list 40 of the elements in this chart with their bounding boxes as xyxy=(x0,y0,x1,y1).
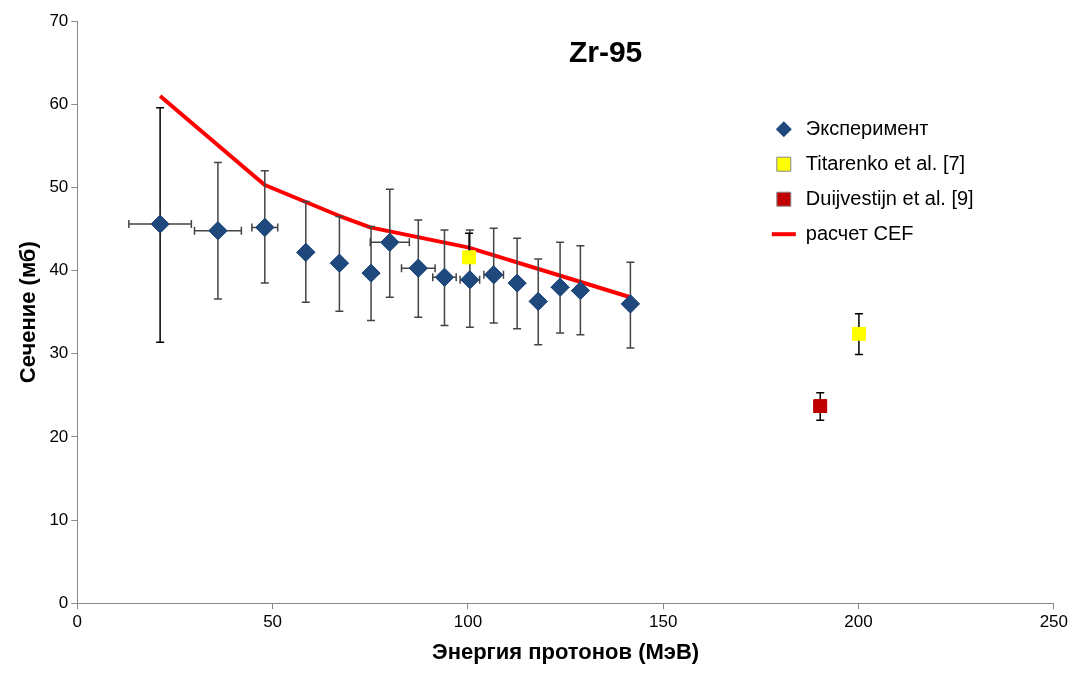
point xyxy=(550,277,570,297)
y-tick-label: 60 xyxy=(49,94,69,114)
point xyxy=(813,399,828,414)
y-tick-label: 30 xyxy=(49,343,69,363)
y-tick-label: 10 xyxy=(49,509,69,529)
x-axis-title: Энергия протонов (МэВ) xyxy=(431,638,700,664)
y-tick-label: 0 xyxy=(58,592,69,612)
point xyxy=(528,291,548,311)
y-tick-label: 20 xyxy=(49,426,69,446)
x-tick-label: 250 xyxy=(1039,612,1069,632)
y-tick-label: 40 xyxy=(49,260,69,280)
point xyxy=(361,263,381,283)
y-tick-label: 70 xyxy=(49,10,69,30)
point xyxy=(408,258,428,278)
point xyxy=(570,281,590,301)
point xyxy=(460,270,480,290)
point xyxy=(484,265,504,285)
point xyxy=(380,232,400,252)
legend-label: Duijvestijn et al. [9] xyxy=(805,186,974,209)
legend-label: расчет CEF xyxy=(805,221,914,244)
point xyxy=(507,273,527,293)
x-tick-label: 100 xyxy=(453,612,483,632)
point xyxy=(150,214,170,234)
x-tick-label: 0 xyxy=(72,612,83,632)
legend-label: Titarenko et al. [7] xyxy=(805,151,966,174)
point xyxy=(434,267,454,287)
y-axis-title: Сечение (мб) xyxy=(15,241,41,384)
point xyxy=(208,221,228,241)
point xyxy=(329,253,349,273)
point xyxy=(296,242,316,262)
point xyxy=(620,294,640,314)
y-tick-label: 50 xyxy=(49,177,69,197)
x-tick-label: 150 xyxy=(649,612,678,632)
x-tick-label: 50 xyxy=(263,612,283,632)
point xyxy=(255,217,275,237)
point xyxy=(852,326,866,341)
legend-label: Эксперимент xyxy=(805,116,929,139)
point xyxy=(462,250,476,265)
x-tick-label: 200 xyxy=(844,612,873,632)
text: Zr-95 xyxy=(568,35,643,69)
